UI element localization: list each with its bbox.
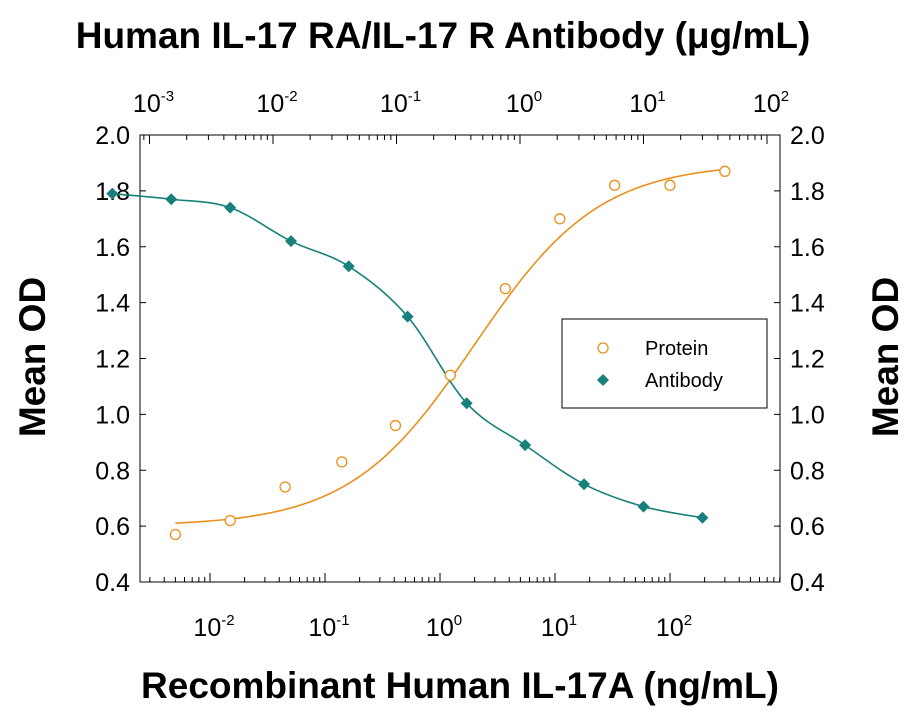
protein-data-point bbox=[169, 528, 182, 541]
antibody-data-point bbox=[401, 310, 414, 323]
antibody-data-point bbox=[637, 500, 650, 513]
axes-layer: 0.4 0.4 0.6 0.6 0.8 0.8 1.0 1.0 1.2 1.2 1.4 1.4 1.6 1… bbox=[95, 88, 825, 642]
protein-data-point bbox=[444, 369, 456, 381]
x-axis-label: Recombinant Human IL-17A (ng/mL) bbox=[141, 665, 779, 706]
y-tick-label-right: 2.0 bbox=[790, 122, 825, 150]
protein-data-point bbox=[224, 514, 236, 527]
y-tick-label-right: 0.4 bbox=[790, 569, 825, 597]
y-tick-label-left: 1.6 bbox=[95, 234, 130, 262]
protein-data-point bbox=[499, 283, 511, 295]
antibody-data-point bbox=[224, 201, 237, 214]
legend-marker-antibody bbox=[597, 374, 609, 386]
antibody-fit-curve bbox=[112, 192, 703, 519]
x-tick-label-top: 102 bbox=[753, 88, 789, 118]
y-tick-label-right: 1.0 bbox=[790, 401, 825, 429]
x-tick-label-bottom: 10-1 bbox=[308, 612, 349, 642]
antibody-data-point bbox=[165, 193, 178, 206]
legend-marker-protein bbox=[597, 342, 609, 354]
x-tick-label-top: 100 bbox=[506, 88, 542, 118]
protein-data-point bbox=[279, 481, 291, 493]
protein-data-point bbox=[554, 213, 566, 225]
y-tick-label-right: 1.2 bbox=[790, 346, 825, 374]
y-tick-label-left: 0.8 bbox=[95, 457, 130, 485]
points-layer bbox=[106, 165, 731, 541]
x-tick-label-top: 10-2 bbox=[256, 88, 297, 118]
chart-title: Human IL-17 RA/IL-17 R Antibody (μg/mL) bbox=[76, 15, 811, 56]
antibody-data-point bbox=[106, 187, 119, 200]
y-tick-label-left: 1.2 bbox=[95, 346, 130, 374]
y-tick-label-left: 2.0 bbox=[95, 122, 130, 150]
x-tick-label-bottom: 100 bbox=[426, 612, 462, 642]
antibody-data-point bbox=[460, 397, 473, 410]
antibody-data-point bbox=[519, 439, 532, 452]
protein-data-point bbox=[336, 456, 348, 468]
x-tick-label-top: 10-3 bbox=[133, 88, 174, 118]
y-tick-label-right: 0.8 bbox=[790, 457, 825, 485]
protein-data-point bbox=[389, 419, 402, 432]
antibody-data-point bbox=[342, 260, 355, 273]
y-tick-label-left: 1.4 bbox=[95, 290, 130, 318]
antibody-data-point bbox=[696, 511, 709, 524]
y-axis-label-left: Mean OD bbox=[12, 277, 53, 437]
x-tick-label-bottom: 10-2 bbox=[193, 612, 234, 642]
y-tick-label-right: 0.6 bbox=[790, 513, 825, 541]
x-tick-label-bottom: 102 bbox=[656, 612, 692, 642]
protein-data-point bbox=[664, 179, 676, 191]
antibody-data-point bbox=[285, 235, 298, 248]
y-tick-label-right: 1.4 bbox=[790, 290, 825, 318]
legend-label-protein: Protein bbox=[645, 338, 708, 360]
x-tick-label-top: 10-1 bbox=[380, 88, 421, 118]
y-tick-label-right: 1.6 bbox=[790, 234, 825, 262]
y-tick-label-right: 1.8 bbox=[790, 178, 825, 206]
y-tick-label-left: 1.0 bbox=[95, 401, 130, 429]
legend-box bbox=[561, 318, 768, 409]
x-tick-label-top: 101 bbox=[629, 88, 665, 118]
y-axis-label-right: Mean OD bbox=[865, 277, 906, 437]
legend: Protein Antibody bbox=[561, 318, 768, 409]
y-tick-label-left: 0.4 bbox=[95, 569, 130, 597]
protein-data-point bbox=[608, 179, 621, 191]
y-tick-label-left: 0.6 bbox=[95, 513, 130, 541]
antibody-data-point bbox=[578, 478, 591, 491]
protein-data-point bbox=[719, 165, 731, 177]
legend-label-antibody: Antibody bbox=[645, 370, 723, 392]
x-tick-label-bottom: 101 bbox=[541, 612, 577, 642]
